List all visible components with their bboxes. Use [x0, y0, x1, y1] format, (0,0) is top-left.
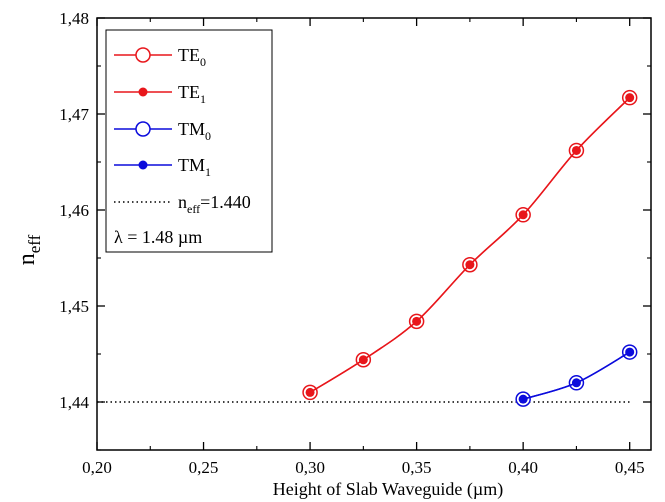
- x-tick-label: 0,30: [295, 458, 325, 477]
- data-point-tm0: [621, 344, 638, 360]
- y-tick-label: 1,46: [59, 201, 89, 220]
- legend-marker-te0: [135, 47, 151, 63]
- data-point-te0: [568, 142, 585, 159]
- legend-label-te0: TE0: [178, 45, 206, 69]
- legend-label-tm1: TM1: [178, 155, 211, 179]
- legend-label-reference: neff=1.440: [178, 192, 251, 216]
- x-axis-title: Height of Slab Waveguide (µm): [273, 479, 504, 500]
- legend-entry-tm0: TM0: [114, 119, 211, 143]
- legend-entry-reference: neff=1.440: [114, 192, 251, 216]
- data-point-tm0: [568, 375, 585, 391]
- y-tick-label: 1,44: [59, 393, 89, 412]
- legend-label-tm0: TM0: [178, 119, 211, 143]
- x-tick-labels: 0,20 0,25 0,30 0,35 0,40 0,45: [82, 458, 644, 477]
- data-point-te0: [302, 384, 318, 401]
- data-point-te1: [358, 355, 368, 365]
- legend-marker-tm1: [138, 160, 148, 170]
- data-point-te0: [462, 256, 478, 273]
- data-point-te1: [465, 260, 475, 270]
- data-point-tm1: [625, 347, 635, 357]
- y-tick-labels: 1,44 1,45 1,46 1,47 1,48: [59, 9, 89, 412]
- y-axis-title: neff: [14, 234, 44, 265]
- x-tick-label: 0,35: [402, 458, 432, 477]
- legend-marker-te1: [138, 87, 148, 97]
- data-point-tm1: [518, 394, 528, 404]
- data-point-te1: [571, 145, 581, 155]
- data-point-te1: [412, 316, 422, 326]
- legend-marker-tm0: [135, 121, 151, 137]
- plot-frame: [96, 17, 652, 451]
- x-tick-label: 0,40: [508, 458, 538, 477]
- data-point-te0: [355, 352, 372, 368]
- legend-entry-te0: TE0: [114, 45, 206, 69]
- legend-entry-te1: TE1: [114, 82, 206, 106]
- legend-entry-tm1: TM1: [114, 155, 211, 179]
- y-axis-title-main: n: [14, 253, 40, 265]
- x-tick-label: 0,45: [615, 458, 645, 477]
- data-point-te0: [621, 89, 638, 106]
- wavelength-annotation: λ = 1.48 µm: [114, 227, 202, 247]
- data-point-te0: [408, 313, 425, 330]
- x-tick-label: 0,20: [82, 458, 112, 477]
- data-point-te0: [515, 207, 531, 223]
- data-point-tm0: [515, 391, 531, 407]
- x-tick-label: 0,25: [189, 458, 219, 477]
- data-point-te1: [305, 387, 315, 397]
- legend: TE0 TE1 TM0 TM1 neff=1.440 λ = 1.48 µm: [105, 29, 273, 253]
- y-axis-title-sub: eff: [25, 234, 44, 253]
- legend-label-te1: TE1: [178, 82, 206, 106]
- data-point-tm1: [571, 378, 581, 388]
- y-tick-label: 1,45: [59, 297, 89, 316]
- series-line-te1: [309, 97, 631, 394]
- legend-box: [105, 29, 273, 253]
- y-tick-label: 1,48: [59, 9, 89, 28]
- y-tick-label: 1,47: [59, 105, 89, 124]
- series-group: [302, 89, 638, 407]
- series-line-te0: [309, 97, 631, 394]
- data-point-te1: [518, 210, 528, 220]
- data-point-te1: [625, 93, 635, 103]
